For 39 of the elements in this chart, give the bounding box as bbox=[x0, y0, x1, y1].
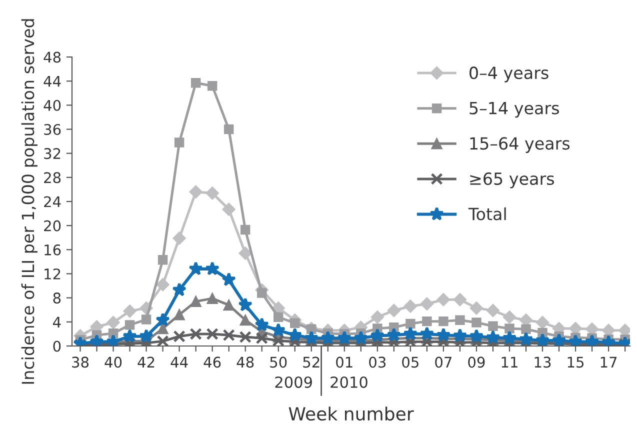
y-tick-label: 44 bbox=[44, 76, 61, 87]
x-tick-label: 15 bbox=[568, 356, 584, 368]
y-tick-label: 28 bbox=[44, 172, 61, 184]
text: 2010 bbox=[330, 376, 368, 388]
x-tick-label: 52 bbox=[303, 356, 320, 368]
legend-label: Total bbox=[468, 207, 506, 220]
x-tick-label: 07 bbox=[435, 356, 452, 368]
x-tick-label: 50 bbox=[270, 356, 287, 368]
x-tick-label: 40 bbox=[104, 356, 122, 368]
x-tick-label: 09 bbox=[468, 356, 485, 368]
x-tick-label: 44 bbox=[170, 356, 188, 368]
y-tick-label: 16 bbox=[44, 244, 61, 256]
legend-label: 15–64 years bbox=[470, 137, 570, 153]
x-tick-label: 11 bbox=[502, 356, 518, 368]
text: 2009 bbox=[275, 376, 312, 388]
y-tick-label: 20 bbox=[44, 220, 61, 232]
y-tick-label: 48 bbox=[44, 52, 61, 63]
y-tick-label: 4 bbox=[53, 316, 61, 328]
y-tick-label: 24 bbox=[44, 196, 61, 208]
legend-label: 0–4 years bbox=[470, 66, 548, 82]
y-axis-title: Incidence of ILI per 1,000 population served bbox=[21, 19, 38, 384]
y-tick-label: 0 bbox=[53, 340, 61, 352]
x-tick-label: 38 bbox=[72, 356, 89, 368]
x-tick-label: 17 bbox=[600, 356, 617, 368]
x-axis-title: Week number bbox=[288, 406, 414, 421]
x-tick-label: 48 bbox=[236, 356, 254, 368]
y-tick-label: 36 bbox=[44, 124, 61, 135]
x-tick-label: 03 bbox=[369, 356, 386, 368]
y-tick-label: 32 bbox=[44, 148, 60, 160]
x-tick-label: 46 bbox=[204, 356, 221, 368]
y-tick-label: 12 bbox=[44, 268, 60, 280]
x-tick-label: 42 bbox=[138, 356, 154, 368]
y-tick-label: 40 bbox=[44, 100, 61, 111]
x-tick-label: 01 bbox=[336, 356, 352, 368]
x-tick-label: 13 bbox=[534, 356, 551, 368]
legend-label: ≥65 years bbox=[470, 172, 554, 188]
y-tick-label: 8 bbox=[53, 292, 61, 304]
x-tick-label: 05 bbox=[402, 356, 418, 368]
legend-label: 5–14 years bbox=[470, 102, 559, 118]
